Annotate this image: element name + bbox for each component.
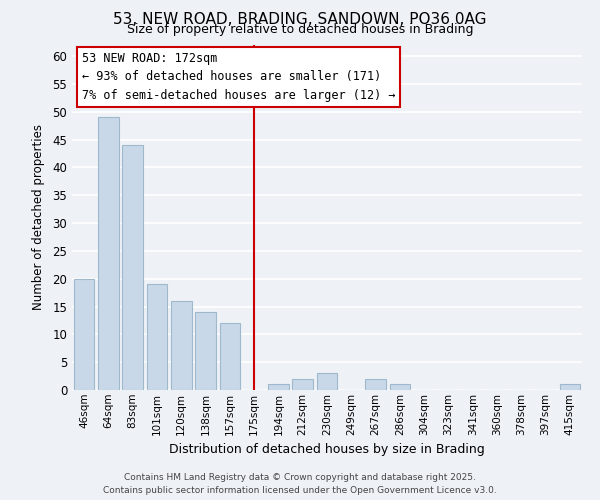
Bar [195, 312, 216, 390]
Bar [317, 374, 337, 390]
Bar [98, 118, 119, 390]
Bar [268, 384, 289, 390]
Bar [560, 384, 580, 390]
Bar [389, 384, 410, 390]
Bar [220, 323, 240, 390]
Y-axis label: Number of detached properties: Number of detached properties [32, 124, 46, 310]
Text: Contains HM Land Registry data © Crown copyright and database right 2025.
Contai: Contains HM Land Registry data © Crown c… [103, 474, 497, 495]
Text: 53 NEW ROAD: 172sqm
← 93% of detached houses are smaller (171)
7% of semi-detach: 53 NEW ROAD: 172sqm ← 93% of detached ho… [82, 52, 396, 102]
Bar [74, 278, 94, 390]
Bar [122, 145, 143, 390]
X-axis label: Distribution of detached houses by size in Brading: Distribution of detached houses by size … [169, 443, 485, 456]
Bar [146, 284, 167, 390]
Bar [171, 301, 191, 390]
Bar [292, 379, 313, 390]
Text: 53, NEW ROAD, BRADING, SANDOWN, PO36 0AG: 53, NEW ROAD, BRADING, SANDOWN, PO36 0AG [113, 12, 487, 28]
Text: Size of property relative to detached houses in Brading: Size of property relative to detached ho… [127, 22, 473, 36]
Bar [365, 379, 386, 390]
